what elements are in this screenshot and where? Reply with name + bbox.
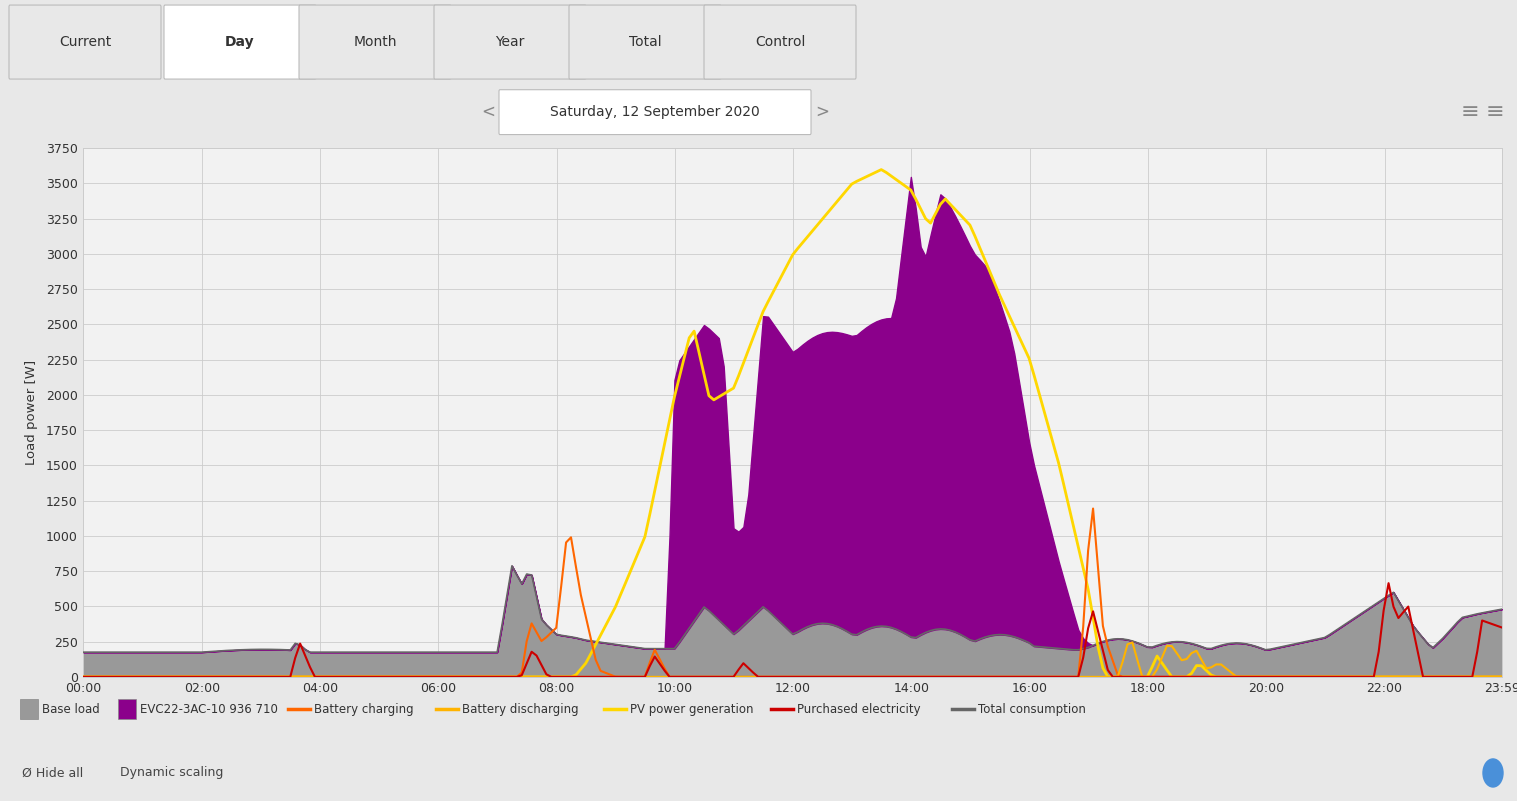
Text: EVC22-3AC-10 936 710: EVC22-3AC-10 936 710 [141, 702, 279, 715]
Text: Year: Year [496, 35, 525, 49]
FancyBboxPatch shape [569, 5, 721, 79]
Text: ≡: ≡ [1461, 103, 1479, 122]
Text: Day: Day [225, 35, 255, 49]
Text: Month: Month [353, 35, 397, 49]
FancyBboxPatch shape [704, 5, 856, 79]
Text: Battery charging: Battery charging [314, 702, 414, 715]
Text: ≡: ≡ [1485, 103, 1505, 122]
Text: Total consumption: Total consumption [978, 702, 1086, 715]
Text: <: < [481, 103, 495, 121]
Text: Ø Hide all: Ø Hide all [23, 767, 83, 779]
Text: Current: Current [59, 35, 111, 49]
Text: ?: ? [1490, 767, 1497, 779]
FancyBboxPatch shape [499, 90, 812, 135]
Bar [20, 699, 38, 719]
FancyBboxPatch shape [164, 5, 316, 79]
Text: PV power generation: PV power generation [630, 702, 754, 715]
Text: Dynamic scaling: Dynamic scaling [120, 767, 223, 779]
Circle shape [1484, 759, 1503, 787]
Text: Base load: Base load [42, 702, 100, 715]
FancyBboxPatch shape [299, 5, 451, 79]
Text: Purchased electricity: Purchased electricity [798, 702, 921, 715]
Y-axis label: Load power [W]: Load power [W] [24, 360, 38, 465]
Text: >: > [815, 103, 828, 121]
FancyBboxPatch shape [434, 5, 586, 79]
Bar [118, 699, 137, 719]
Text: Battery discharging: Battery discharging [463, 702, 579, 715]
Text: Saturday, 12 September 2020: Saturday, 12 September 2020 [551, 105, 760, 119]
Text: Control: Control [755, 35, 806, 49]
FancyBboxPatch shape [9, 5, 161, 79]
Text: Total: Total [628, 35, 661, 49]
